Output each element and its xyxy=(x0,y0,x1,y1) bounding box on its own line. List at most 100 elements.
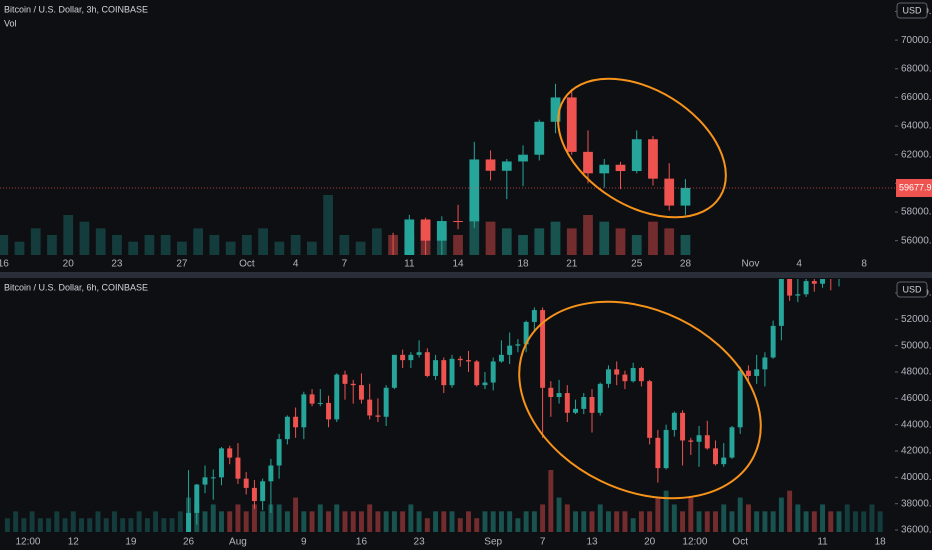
volume-bar xyxy=(112,235,122,255)
x-tick-label: 8 xyxy=(861,259,867,270)
candle-body xyxy=(787,279,793,296)
y-tick-label: 62000.00 xyxy=(901,149,932,160)
volume-bar xyxy=(309,511,315,532)
x-tick-label: 4 xyxy=(293,259,299,270)
volume-bar xyxy=(457,518,463,532)
candle-body xyxy=(469,159,480,222)
volume-bar xyxy=(573,511,579,532)
candle-body xyxy=(350,383,356,386)
candle-body xyxy=(704,435,710,449)
volume-bar xyxy=(62,518,68,532)
x-tick-label: 4 xyxy=(796,259,802,270)
volume-bar xyxy=(161,518,167,532)
volume-bar xyxy=(597,504,603,532)
volume-bar xyxy=(861,511,867,532)
candle-body xyxy=(688,440,694,442)
volume-bar xyxy=(177,511,183,532)
candle-body xyxy=(309,394,315,404)
volume-bar xyxy=(615,228,626,255)
candle-body xyxy=(260,481,266,502)
candle-body xyxy=(638,368,644,382)
candle-body xyxy=(523,321,529,345)
x-tick-label: 20 xyxy=(63,259,75,270)
candle-body xyxy=(436,221,447,241)
volume-bar xyxy=(306,241,317,255)
volume-bar xyxy=(79,221,90,255)
volume-bar xyxy=(120,518,126,532)
volume-bar xyxy=(713,511,718,532)
volume-bar xyxy=(671,504,677,532)
volume-bar xyxy=(648,221,658,255)
last-price-box xyxy=(896,178,932,197)
volume-bar xyxy=(284,511,290,532)
x-tick-label: 7 xyxy=(342,259,348,270)
volume-bar xyxy=(334,504,340,532)
x-tick-label: 11 xyxy=(817,537,828,548)
volume-bar xyxy=(820,504,826,532)
candle-body xyxy=(317,402,323,404)
volume-bar xyxy=(355,241,366,255)
candle-body xyxy=(754,369,760,376)
candle-body xyxy=(507,345,513,355)
volume-bar xyxy=(704,511,710,532)
volume-bar xyxy=(326,511,331,532)
volume-bar xyxy=(258,228,269,255)
volume-bar xyxy=(534,228,545,255)
volume-bar xyxy=(507,511,513,532)
volume-bar xyxy=(762,511,768,532)
candle-body xyxy=(367,399,373,416)
candle-body xyxy=(615,164,626,172)
x-tick-label: 25 xyxy=(631,259,643,270)
volume-bar xyxy=(317,504,323,532)
volume-bar xyxy=(87,518,93,532)
candle-body xyxy=(383,387,389,417)
volume-bar xyxy=(795,504,801,532)
volume-bar xyxy=(696,511,702,532)
volume-bar xyxy=(358,511,364,532)
candle-body xyxy=(194,484,200,513)
volume-bar xyxy=(79,518,84,532)
currency-button[interactable] xyxy=(896,281,928,298)
volume-bar xyxy=(153,511,159,532)
volume-bar xyxy=(13,511,19,532)
candle-body xyxy=(490,361,496,383)
volume-bar xyxy=(95,228,106,255)
candle-body xyxy=(453,221,463,223)
candle-body xyxy=(671,412,677,430)
last-price-label: 59677.9 xyxy=(899,182,932,192)
volume-bar xyxy=(474,518,480,532)
candle-body xyxy=(630,368,636,382)
volume-bar xyxy=(803,511,809,532)
panel-separator xyxy=(0,272,932,278)
volume-bar xyxy=(836,511,842,532)
chart-title: Bitcoin / U.S. Dollar, 6h, COINBASE xyxy=(4,282,148,292)
currency-label[interactable]: USD xyxy=(902,5,922,15)
candle-body xyxy=(737,370,743,428)
volume-bar xyxy=(128,241,139,255)
y-tick-label: 42000.00 xyxy=(901,446,932,457)
volume-bar xyxy=(210,504,216,532)
x-tick-label: 12:00 xyxy=(15,537,40,548)
volume-bar xyxy=(367,504,373,532)
currency-label[interactable]: USD xyxy=(902,284,922,294)
candle-body xyxy=(375,415,381,417)
candle-body xyxy=(474,361,480,386)
volume-bar xyxy=(375,511,381,532)
volume-bar xyxy=(202,511,208,532)
x-tick-label: 23 xyxy=(111,259,123,270)
volume-bar xyxy=(54,511,60,532)
volume-bar xyxy=(680,235,691,255)
candle-body xyxy=(762,357,768,370)
currency-button[interactable] xyxy=(896,2,928,19)
volume-bar xyxy=(47,235,57,255)
candle-body xyxy=(276,439,282,466)
volume-bar xyxy=(518,235,528,255)
y-tick-label: 64000.00 xyxy=(901,121,932,132)
volume-bar xyxy=(268,504,274,532)
candle-body xyxy=(548,387,554,398)
candle-body xyxy=(597,383,603,413)
y-tick-label: 48000.00 xyxy=(901,367,932,378)
candle-body xyxy=(581,397,587,409)
candle-body xyxy=(599,164,610,174)
volume-bar xyxy=(274,241,285,255)
